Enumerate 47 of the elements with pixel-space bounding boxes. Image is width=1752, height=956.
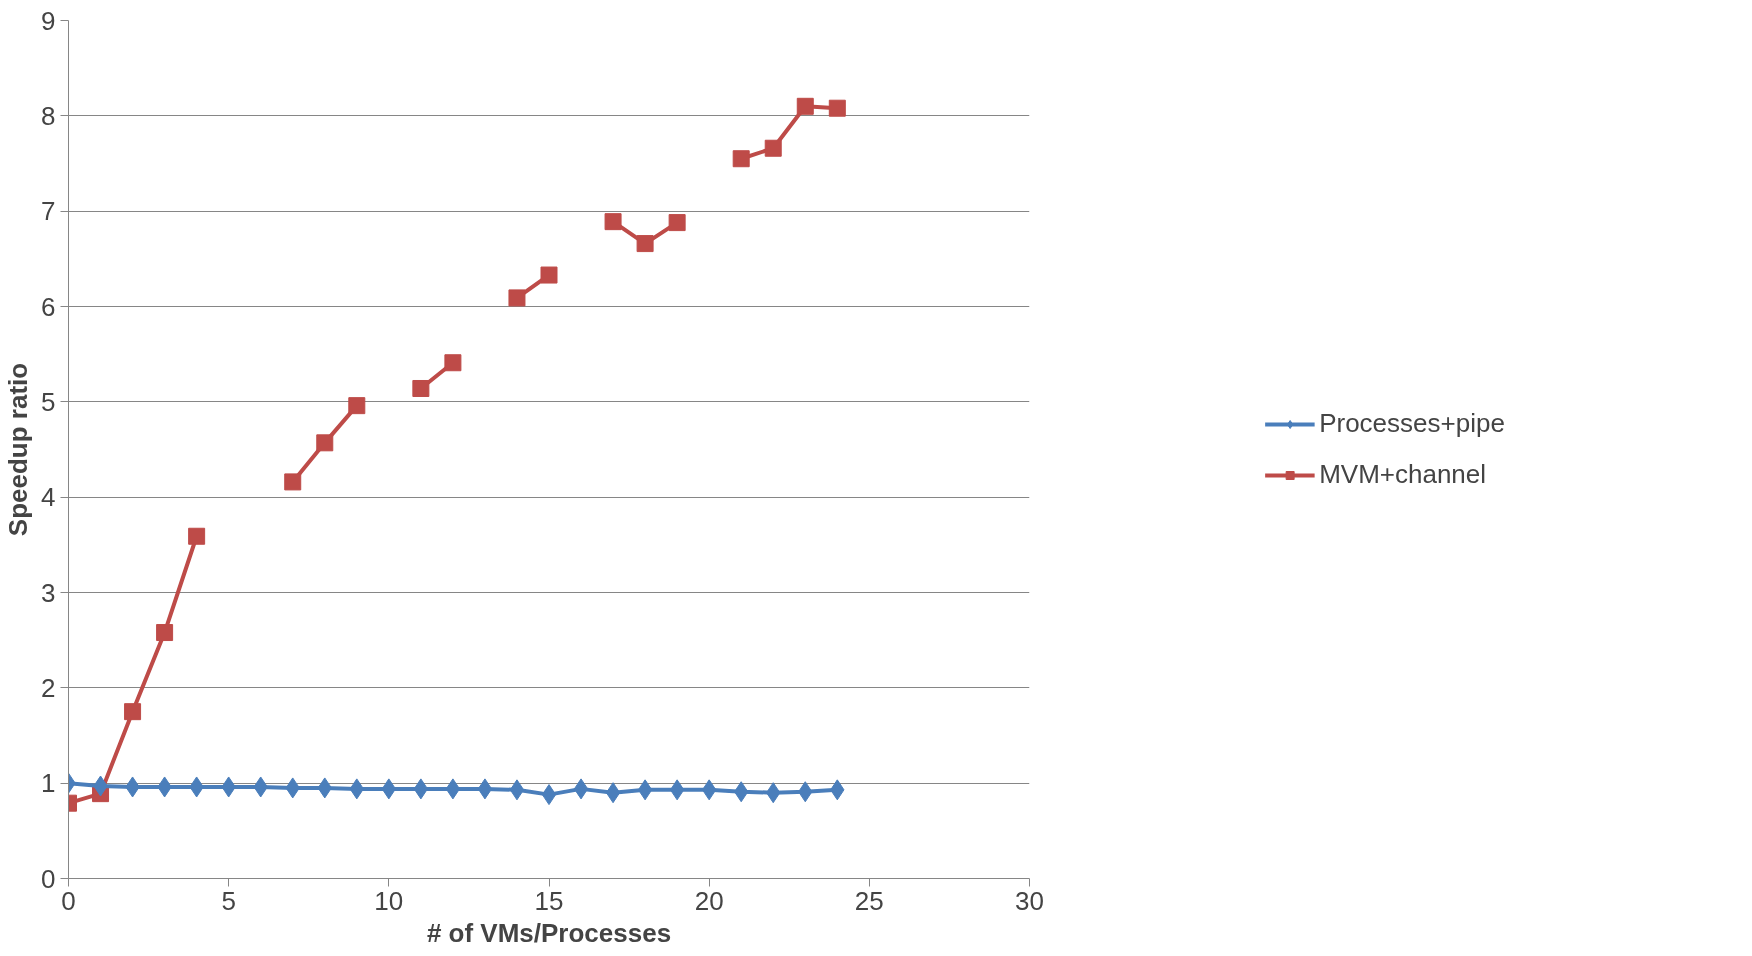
x-tick-label: 10 bbox=[374, 885, 404, 916]
point bbox=[413, 778, 429, 800]
point bbox=[444, 354, 462, 372]
y-tick-label: 2 bbox=[41, 672, 56, 703]
y-tick-label: 8 bbox=[41, 100, 56, 131]
x-tick-label: 20 bbox=[694, 885, 724, 916]
point bbox=[509, 779, 525, 801]
point bbox=[637, 779, 653, 801]
y-tick-label: 0 bbox=[41, 863, 56, 894]
point bbox=[605, 782, 621, 804]
y-tick-label: 6 bbox=[41, 291, 56, 322]
point bbox=[764, 139, 782, 157]
x-tick-label: 0 bbox=[61, 885, 76, 916]
point bbox=[669, 779, 685, 801]
point bbox=[604, 213, 622, 231]
point bbox=[573, 778, 589, 800]
point bbox=[445, 778, 461, 800]
legend-label: Processes+pipe bbox=[1319, 408, 1505, 439]
point bbox=[668, 214, 686, 232]
legend-label: MVM+channel bbox=[1319, 459, 1487, 490]
y-axis-title: Speedup ratio bbox=[3, 362, 34, 537]
point bbox=[540, 266, 558, 284]
x-tick-label: 30 bbox=[1015, 885, 1044, 916]
x-tick-label: 5 bbox=[221, 885, 236, 916]
point bbox=[316, 434, 334, 452]
x-tick-label: 15 bbox=[534, 885, 564, 916]
point bbox=[124, 703, 142, 721]
y-tick-label: 5 bbox=[41, 386, 56, 417]
point bbox=[732, 150, 750, 168]
point bbox=[477, 778, 493, 800]
point bbox=[348, 397, 366, 415]
point bbox=[188, 527, 206, 545]
y-tick-label: 7 bbox=[41, 196, 56, 227]
point bbox=[828, 99, 846, 117]
point bbox=[541, 784, 557, 806]
x-tick-label: 25 bbox=[854, 885, 884, 916]
point bbox=[636, 235, 654, 253]
y-tick-label: 4 bbox=[41, 482, 56, 513]
point bbox=[284, 473, 302, 491]
y-tick-label: 1 bbox=[41, 768, 56, 799]
point bbox=[156, 624, 174, 642]
y-tick-label: 3 bbox=[41, 577, 56, 608]
y-tick-label: 9 bbox=[41, 5, 56, 36]
point bbox=[796, 97, 814, 115]
point bbox=[412, 379, 430, 397]
x-axis-title: # of VMs/Processes bbox=[426, 917, 672, 948]
point bbox=[508, 289, 526, 307]
